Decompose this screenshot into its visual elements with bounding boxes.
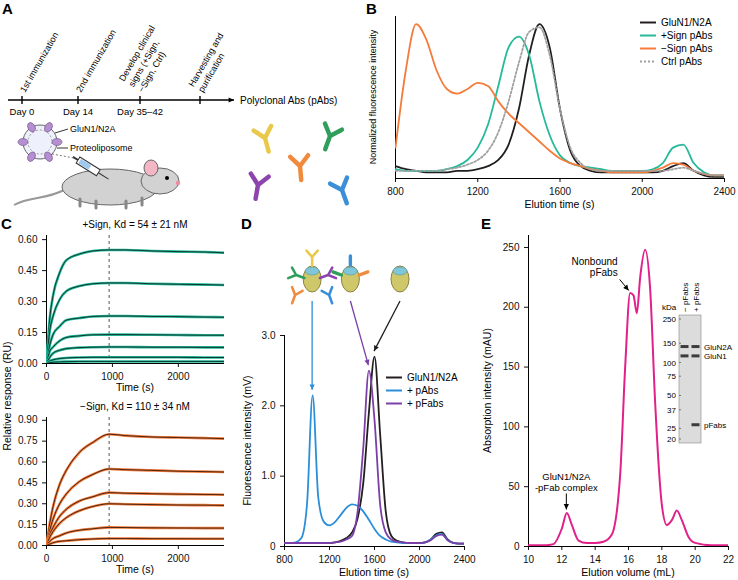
svg-text:Polyclonal Abs (pAbs): Polyclonal Abs (pAbs): [240, 95, 337, 106]
svg-text:GluN2A: GluN2A: [704, 343, 733, 352]
svg-text:18: 18: [656, 554, 668, 565]
svg-text:800: 800: [276, 554, 293, 565]
svg-text:kDa: kDa: [662, 303, 677, 312]
svg-text:0.75: 0.75: [18, 435, 38, 446]
svg-text:100: 100: [663, 359, 677, 368]
svg-text:150: 150: [663, 339, 677, 348]
svg-text:800: 800: [387, 186, 404, 197]
svg-text:1000: 1000: [101, 553, 124, 564]
svg-text:22: 22: [723, 554, 735, 565]
html-text:C: C: [1, 215, 12, 232]
svg-text:1.0: 1.0: [262, 470, 276, 481]
svg-text:−Sign, Ctrl): −Sign, Ctrl): [136, 50, 167, 94]
svg-text:75: 75: [667, 372, 676, 381]
svg-text:150: 150: [503, 361, 520, 372]
svg-text:signs (+Sign,: signs (+Sign,: [126, 38, 162, 89]
svg-text:GluN1/N2A: GluN1/N2A: [407, 372, 458, 383]
svg-text:12: 12: [556, 554, 568, 565]
svg-text:1st immunization: 1st immunization: [18, 31, 60, 94]
svg-text:0.45: 0.45: [18, 265, 38, 276]
svg-text:Day 14: Day 14: [63, 106, 93, 117]
svg-text:1600: 1600: [363, 554, 386, 565]
svg-text:Day 35–42: Day 35–42: [117, 106, 163, 117]
svg-text:purification: purification: [196, 51, 226, 94]
html-text:E: E: [481, 215, 491, 232]
svg-text:2000: 2000: [167, 553, 190, 564]
svg-text:Day 0: Day 0: [10, 106, 35, 117]
svg-text:0.15: 0.15: [18, 519, 38, 530]
svg-text:0.00: 0.00: [18, 358, 38, 369]
svg-text:Absorption intensity (mAU): Absorption intensity (mAU): [481, 328, 493, 453]
svg-text:10: 10: [523, 554, 535, 565]
svg-text:Elution time (s): Elution time (s): [524, 198, 594, 210]
svg-text:0.60: 0.60: [18, 234, 38, 245]
svg-text:+ pFabs: + pFabs: [407, 398, 443, 409]
svg-text:25: 25: [667, 424, 676, 433]
svg-text:Proteoliposome: Proteoliposome: [70, 143, 133, 153]
svg-text:2nd immunization: 2nd immunization: [74, 28, 118, 94]
svg-text:Normalized fluorescence intens: Normalized fluorescence intensity: [368, 29, 378, 164]
svg-text:Elution time (s): Elution time (s): [339, 566, 409, 578]
svg-text:0: 0: [44, 371, 50, 382]
svg-text:1200: 1200: [467, 186, 490, 197]
svg-text:− pFabs: − pFabs: [681, 283, 690, 312]
svg-text:2000: 2000: [408, 554, 431, 565]
svg-text:2000: 2000: [167, 371, 190, 382]
svg-text:100: 100: [503, 421, 520, 432]
svg-text:1000: 1000: [101, 371, 124, 382]
svg-text:0.15: 0.15: [18, 327, 38, 338]
svg-text:GluN1/N2A: GluN1/N2A: [542, 471, 591, 482]
svg-text:Ctrl pAbs: Ctrl pAbs: [661, 56, 702, 67]
svg-text:0.45: 0.45: [18, 477, 38, 488]
svg-text:0.90: 0.90: [18, 414, 38, 425]
svg-text:20: 20: [690, 554, 702, 565]
svg-text:2.0: 2.0: [262, 400, 276, 411]
svg-text:+ pFabs: + pFabs: [692, 283, 701, 312]
svg-text:Nonbound: Nonbound: [572, 256, 618, 267]
svg-text:0: 0: [44, 553, 50, 564]
svg-text:2000: 2000: [631, 186, 654, 197]
svg-text:+Sign pAbs: +Sign pAbs: [661, 30, 712, 41]
svg-text:-pFab complex: -pFab complex: [535, 482, 598, 493]
svg-text:0.30: 0.30: [18, 498, 38, 509]
html-text:A: A: [2, 0, 13, 17]
svg-text:pFabs: pFabs: [590, 267, 618, 278]
svg-text:250: 250: [663, 315, 677, 324]
svg-text:Fluorescence intensity (mV): Fluorescence intensity (mV): [241, 375, 253, 505]
html-text:B: B: [366, 0, 377, 17]
svg-text:16: 16: [623, 554, 635, 565]
svg-text:2400: 2400: [713, 186, 736, 197]
svg-text:Relative response (RU): Relative response (RU): [1, 341, 13, 450]
svg-text:Time (s): Time (s): [116, 381, 154, 393]
svg-text:Elution volume (mL): Elution volume (mL): [581, 566, 674, 578]
svg-text:250: 250: [503, 242, 520, 253]
svg-text:200: 200: [503, 301, 520, 312]
svg-text:GluN1/N2A: GluN1/N2A: [661, 17, 712, 28]
svg-text:pFabs: pFabs: [704, 421, 726, 430]
svg-text:GluN1: GluN1: [704, 352, 727, 361]
svg-text:GluN1/N2A: GluN1/N2A: [70, 124, 116, 134]
svg-text:+Sign, Kd = 54 ± 21 nM: +Sign, Kd = 54 ± 21 nM: [83, 219, 188, 230]
svg-text:50: 50: [667, 391, 676, 400]
html-text:D: D: [241, 215, 252, 232]
svg-text:Harvesting and: Harvesting and: [186, 31, 226, 89]
svg-text:1600: 1600: [549, 186, 572, 197]
svg-text:20: 20: [667, 435, 676, 444]
svg-text:0.30: 0.30: [18, 296, 38, 307]
svg-text:3.0: 3.0: [262, 330, 276, 341]
svg-text:1200: 1200: [318, 554, 341, 565]
svg-text:−Sign, Kd = 110 ± 34 nM: −Sign, Kd = 110 ± 34 nM: [80, 401, 190, 412]
svg-text:14: 14: [590, 554, 602, 565]
svg-text:0: 0: [270, 541, 276, 552]
svg-text:+ pAbs: + pAbs: [407, 385, 438, 396]
svg-text:0.00: 0.00: [18, 540, 38, 551]
svg-text:Develop clinical: Develop clinical: [117, 23, 157, 83]
svg-text:50: 50: [508, 481, 520, 492]
svg-text:37: 37: [667, 406, 676, 415]
svg-text:0: 0: [514, 541, 520, 552]
svg-text:Time (s): Time (s): [116, 563, 154, 575]
svg-text:2400: 2400: [453, 554, 476, 565]
svg-text:−Sign pAbs: −Sign pAbs: [661, 43, 712, 54]
svg-text:0.60: 0.60: [18, 456, 38, 467]
